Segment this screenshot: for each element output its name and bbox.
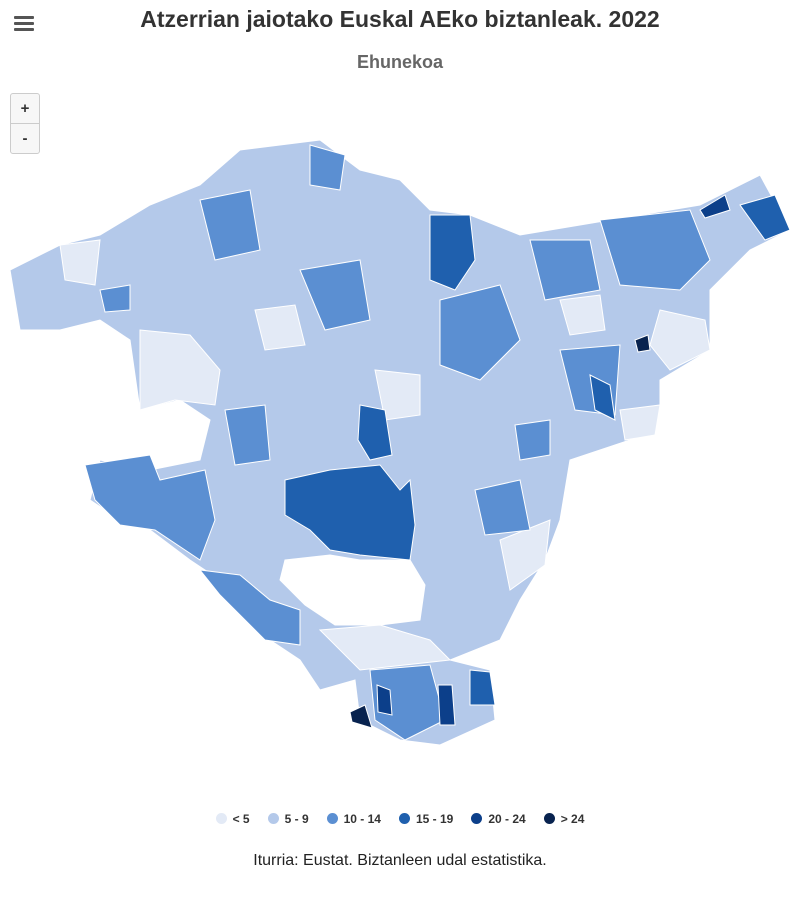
legend-swatch [326, 813, 338, 824]
region [439, 284, 521, 381]
region [376, 684, 393, 716]
region [369, 664, 446, 741]
legend-label: 5 - 9 [284, 812, 309, 826]
source: Iturria: Eustat. Biztanleen udal estatis… [253, 852, 547, 869]
legend-swatch [471, 813, 483, 824]
region [649, 309, 711, 371]
region [599, 209, 711, 291]
legend-item[interactable]: 5 - 9 [267, 812, 309, 826]
subtitle: Ehunekoa [356, 52, 444, 72]
region [699, 194, 731, 219]
region [357, 404, 393, 461]
region [254, 304, 306, 351]
legend-label: 20 - 24 [488, 812, 526, 826]
legend-swatch [215, 813, 227, 824]
legend-label: > 24 [560, 812, 585, 826]
region [284, 464, 416, 561]
legend-item[interactable]: > 24 [543, 812, 585, 826]
region [514, 419, 551, 461]
region [739, 194, 791, 241]
menu-button[interactable] [14, 16, 34, 34]
region [469, 669, 496, 706]
region [224, 404, 271, 466]
region [619, 404, 661, 441]
legend-swatch [398, 813, 410, 824]
region [589, 374, 616, 421]
region [318, 624, 452, 671]
zoom-out[interactable]: - [11, 123, 39, 153]
region [437, 684, 456, 726]
legend: < 5 5 - 9 10 - 14 15 - 19 20 - 24 > 24 [0, 812, 800, 826]
region [299, 259, 371, 331]
region [99, 284, 131, 313]
region [634, 334, 651, 353]
legend-label: 15 - 19 [415, 812, 454, 826]
region [559, 294, 606, 336]
map [9, 139, 791, 746]
region [139, 329, 221, 411]
legend-item[interactable]: 20 - 24 [471, 812, 526, 826]
region [429, 214, 476, 291]
region [199, 189, 261, 261]
region [349, 704, 373, 729]
region [474, 479, 531, 536]
legend-item[interactable]: 10 - 14 [326, 812, 381, 826]
legend-item[interactable]: 15 - 19 [398, 812, 454, 826]
region [84, 454, 216, 561]
region [529, 239, 601, 301]
legend-swatch [267, 813, 279, 824]
zoom-in[interactable]: + [20, 100, 30, 117]
region [374, 369, 421, 421]
legend-item[interactable]: < 5 [215, 812, 250, 826]
region [198, 569, 301, 646]
legend-label: 10 - 14 [343, 812, 381, 826]
region [59, 239, 101, 286]
region [309, 144, 346, 191]
title: Atzerrian jaiotako Euskal AEko biztanlea… [140, 6, 660, 32]
enclave [279, 554, 426, 626]
region [499, 519, 551, 591]
legend-label: < 5 [232, 812, 250, 826]
legend-swatch [543, 813, 555, 824]
zoom-control: + - [10, 93, 40, 154]
